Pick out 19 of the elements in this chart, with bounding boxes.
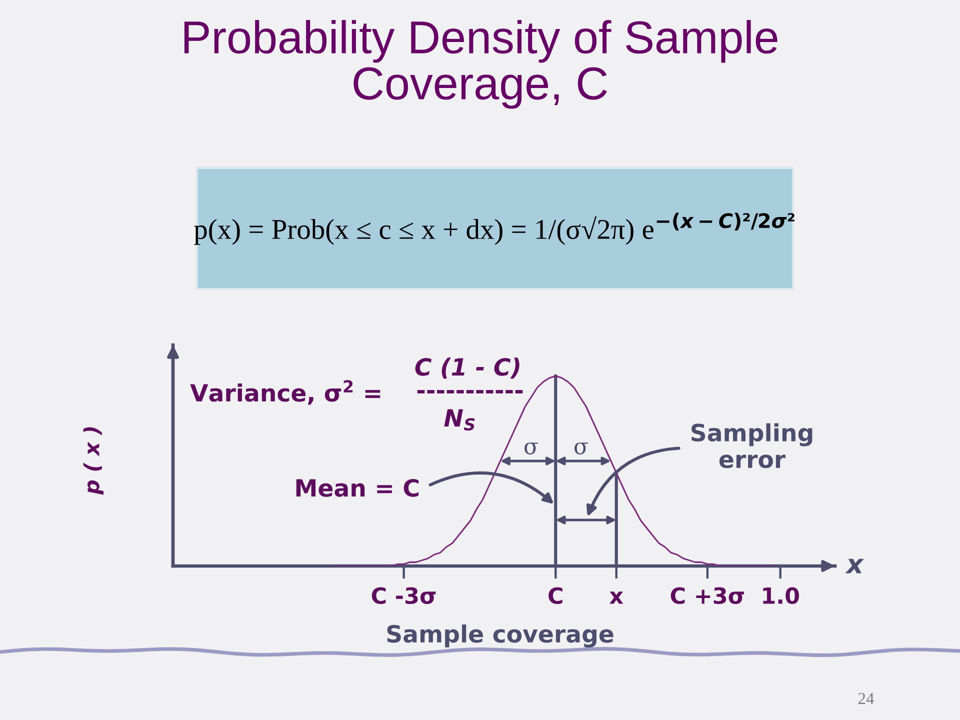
annotation: Mean = C [296,478,418,497]
annotation: C (1 - C) [415,358,520,379]
x-tick-label: C [548,587,562,604]
x-axis-title: x [845,558,864,574]
y-axis-title: p ( x ) [83,427,104,495]
x-tick-label: x [610,592,624,604]
chart-title: Probability Density of Sample Coverage, C [184,20,778,109]
text: Sample coverage [387,624,614,648]
annotation: σ [524,442,538,454]
text: 24 [858,692,874,704]
annotation: σ [574,442,588,454]
x-tick-label: C -3σ [372,587,436,604]
annotation: N$_{S}$ [444,409,475,431]
annotation: Variance, σ$^{2}$ = [190,380,380,405]
annotation: ----------- [417,390,523,394]
x-tick-label: C +3σ [670,587,744,604]
text: p(x) = Prob(x ≤ c ≤ x + dx) = 1/(σ√2π) e$^{−(x−C)²/2σ²}$ [194,212,794,245]
annotation: Sampling error [692,423,812,468]
x-tick-label: 1.0 [763,587,799,604]
